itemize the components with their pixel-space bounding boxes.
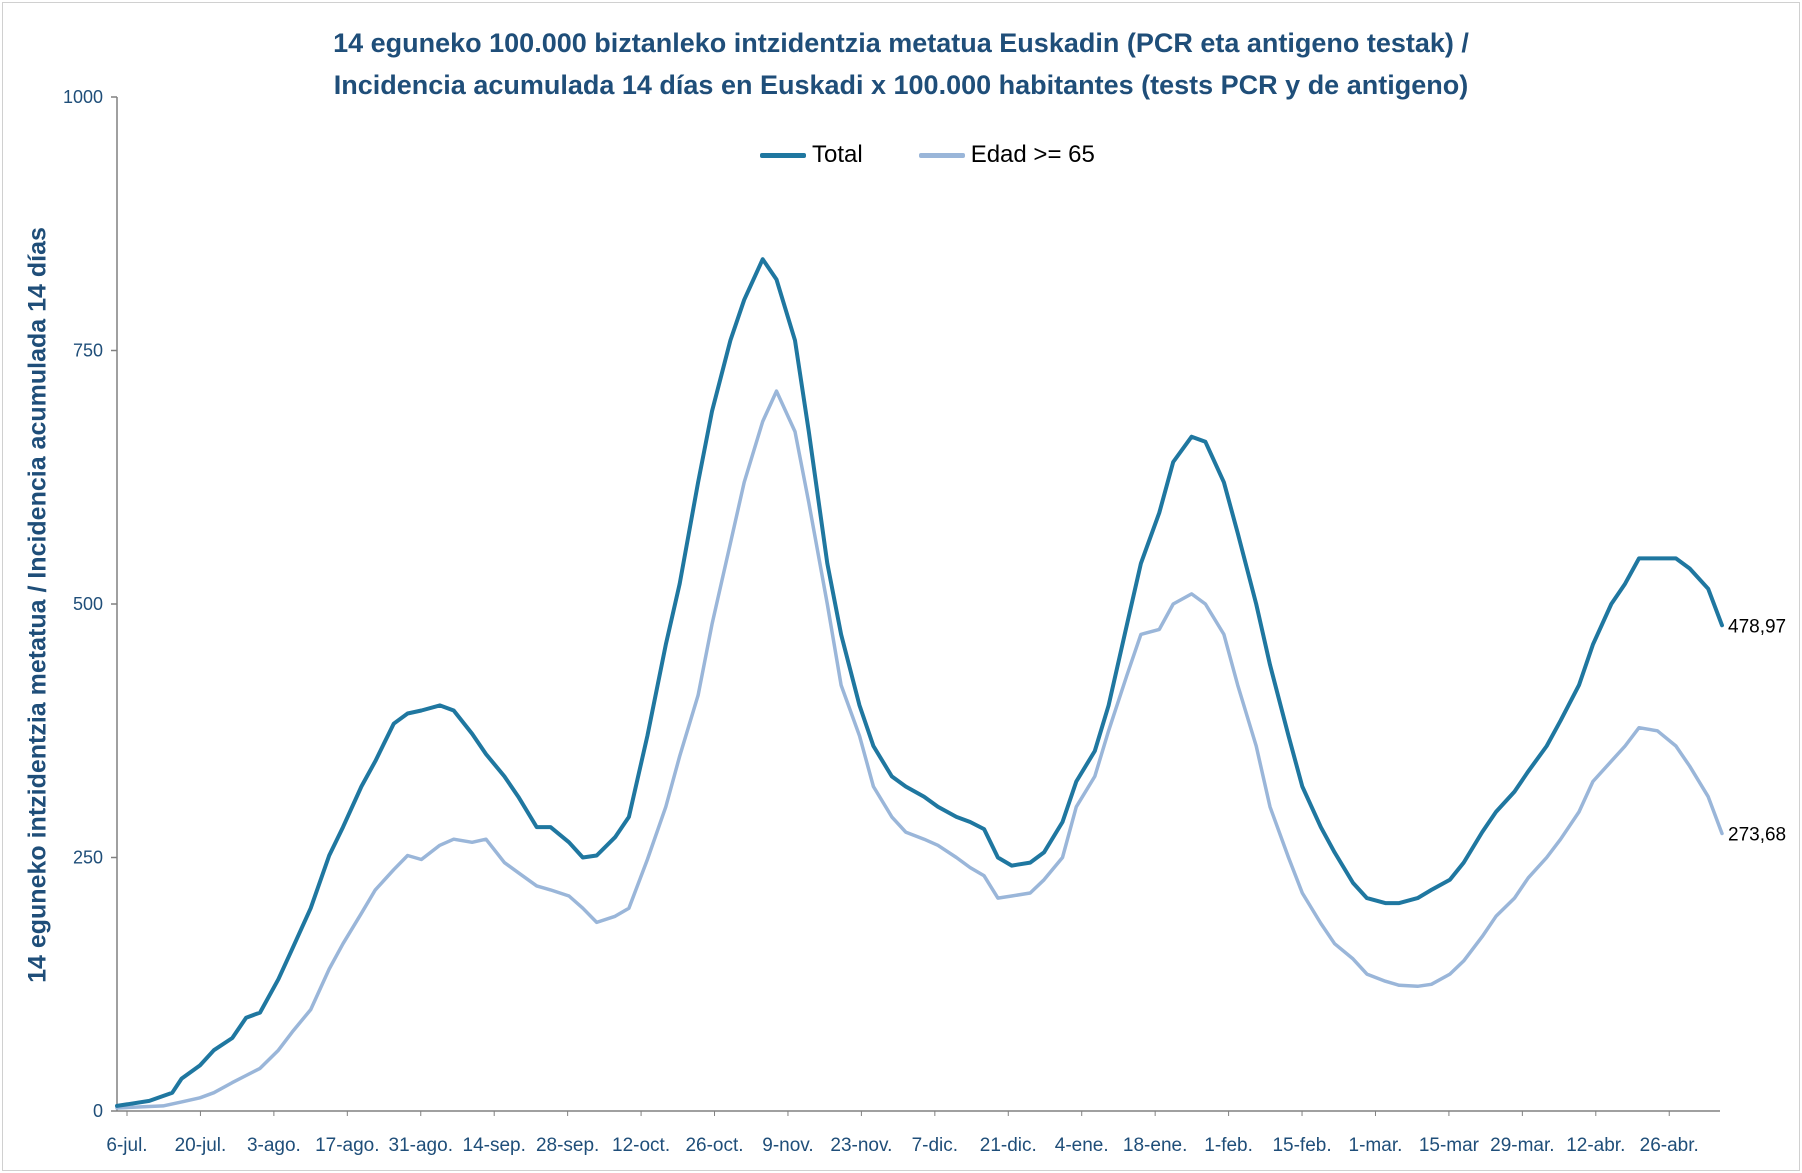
x-tick-label: 12-abr.: [1566, 1135, 1625, 1156]
x-tick-label: 26-oct.: [685, 1135, 743, 1156]
x-tick-label: 9-nov.: [762, 1135, 813, 1156]
x-tick-label: 15-feb.: [1272, 1135, 1331, 1156]
x-tick-label: 15-mar: [1419, 1135, 1480, 1156]
y-tick-label: 500: [73, 594, 103, 614]
x-tick-label: 1-feb.: [1204, 1135, 1253, 1156]
x-tick-label: 17-ago.: [315, 1135, 379, 1156]
x-tick-label: 7-dic.: [912, 1135, 958, 1156]
x-tick-label: 1-mar.: [1349, 1135, 1403, 1156]
x-tick-label: 6-jul.: [106, 1135, 147, 1156]
chart-title-line1: 14 eguneko 100.000 biztanleko intzidentz…: [333, 28, 1469, 58]
x-tick-label: 3-ago.: [247, 1135, 301, 1156]
legend-swatch-edad: [918, 152, 965, 158]
x-tick-label: 28-sep.: [536, 1135, 599, 1156]
x-tick-label: 14-sep.: [463, 1135, 526, 1156]
x-tick-label: 31-ago.: [389, 1135, 453, 1156]
x-tick-label: 26-abr.: [1640, 1135, 1699, 1156]
x-tick-label: 4-ene.: [1055, 1135, 1109, 1156]
legend-label-total: Total: [812, 141, 863, 168]
series-line-total: [115, 257, 1724, 1108]
y-tick-label: 1000: [63, 87, 103, 107]
legend-label-edad: Edad >= 65: [970, 141, 1095, 168]
x-tick-label: 21-dic.: [980, 1135, 1037, 1156]
y-tick-label: 750: [73, 341, 103, 361]
x-tick-label: 12-oct.: [612, 1135, 670, 1156]
legend-swatch-total: [760, 152, 806, 158]
legend-item-edad: Edad >= 65: [918, 141, 1095, 169]
chart-title-line2: Incidencia acumulada 14 días en Euskadi …: [333, 70, 1469, 100]
x-tick-label: 29-mar.: [1490, 1135, 1554, 1156]
end-label-edad-65: 273,68: [1728, 824, 1786, 845]
x-tick-label: 23-nov.: [830, 1135, 892, 1156]
series-line-edad-65: [115, 389, 1724, 1110]
legend: Total Edad >= 65: [760, 140, 1151, 170]
x-tick-label: 18-ene.: [1123, 1135, 1187, 1156]
y-tick-label: 0: [93, 1101, 103, 1121]
legend-item-total: Total: [760, 141, 863, 169]
x-tick-label: 20-jul.: [175, 1135, 227, 1156]
end-label-total: 478,97: [1728, 616, 1786, 637]
y-tick-label: 250: [73, 848, 103, 868]
